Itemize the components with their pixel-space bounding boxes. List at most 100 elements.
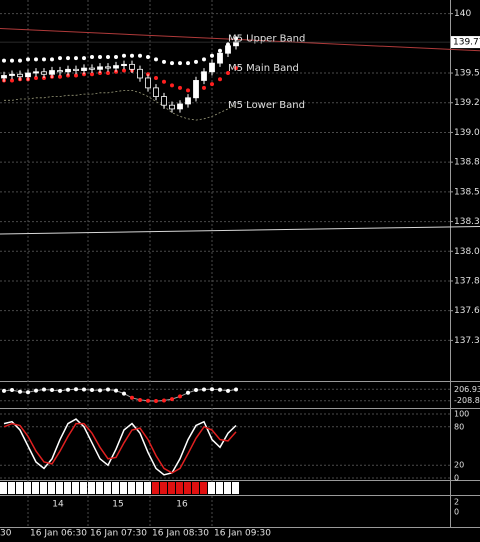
- candle-body: [9, 73, 15, 76]
- band-dot: [82, 56, 86, 61]
- panel-borders: [0, 0, 480, 528]
- indicator-dot: [82, 387, 86, 392]
- signal-cell: [56, 482, 63, 494]
- legend-label: M5 Main Band: [228, 63, 299, 74]
- band-dot: [138, 53, 142, 58]
- candle-body: [153, 87, 159, 97]
- band-dot: [170, 83, 174, 88]
- candle-body: [41, 71, 47, 75]
- signal-cell: [152, 482, 159, 494]
- band-dot: [226, 71, 230, 76]
- signal-cell: [16, 482, 23, 494]
- indicator-dot: [50, 388, 54, 393]
- candle-body: [73, 68, 79, 71]
- x-tick-label: 14: [52, 500, 64, 510]
- signal-cell: [0, 482, 7, 494]
- y-tick-label: 137.84: [454, 276, 480, 286]
- signal-cell: [192, 482, 199, 494]
- signal-cell: [120, 482, 127, 494]
- signal-cell: [88, 482, 95, 494]
- candle-body: [49, 70, 55, 75]
- candle-body: [97, 66, 103, 70]
- signal-cell: [160, 482, 167, 494]
- y-tick-label: 2: [454, 498, 459, 507]
- signal-cell: [168, 482, 175, 494]
- x-tick-label: 16 Jan 07:30: [90, 529, 147, 539]
- indicator-line: [3, 418, 237, 476]
- indicator-dot: [122, 391, 126, 396]
- indicator-dot: [42, 387, 46, 392]
- band-dot: [2, 58, 6, 63]
- x-tick-label: 16 Jan 06:30: [30, 529, 87, 539]
- band-line: [4, 90, 237, 121]
- candle-body: [1, 75, 7, 79]
- indicator-dot: [218, 387, 222, 392]
- band-dot: [130, 53, 134, 58]
- legend-label: M5 Lower Band: [228, 100, 305, 111]
- candle-body: [81, 67, 87, 71]
- signal-cell: [200, 482, 207, 494]
- signal-cell: [64, 482, 71, 494]
- band-dot: [58, 56, 62, 61]
- band-dot: [26, 57, 30, 62]
- indicator-dot: [194, 388, 198, 393]
- signal-cell: [232, 482, 239, 494]
- indicator-dot: [130, 395, 134, 400]
- candle-body: [161, 96, 167, 106]
- indicator-dot: [234, 387, 238, 392]
- candle-body: [137, 68, 143, 79]
- y-tick-label: 0: [454, 474, 459, 483]
- band-dot: [154, 57, 158, 62]
- indicator-dot: [2, 388, 6, 393]
- band-dot: [146, 54, 150, 59]
- candle-body: [57, 70, 63, 73]
- band-dot: [234, 66, 238, 71]
- band-dot: [162, 59, 166, 64]
- x-tick-label: 15: [112, 500, 123, 510]
- band-dot: [34, 75, 38, 80]
- band-dot: [18, 58, 22, 63]
- candle-body: [201, 71, 207, 81]
- indicator-line: [3, 422, 237, 474]
- band-dot: [170, 61, 174, 66]
- band-dot: [58, 74, 62, 79]
- indicator-dot: [98, 388, 102, 393]
- band-dot: [98, 54, 102, 59]
- indicator-dot: [106, 387, 110, 392]
- signal-cell: [104, 482, 111, 494]
- band-dot: [186, 88, 190, 93]
- band-dot: [74, 73, 78, 78]
- y-tick-label: 138.08: [454, 247, 480, 257]
- y-tick-label: 138.32: [454, 217, 480, 227]
- y-tick-label: 80: [454, 422, 464, 431]
- indicator-dot: [26, 390, 30, 395]
- signal-cell: [80, 482, 87, 494]
- candle-body: [145, 77, 151, 89]
- candle-body: [65, 68, 71, 73]
- indicator-dot: [90, 388, 94, 393]
- y-tick-label: 137.36: [454, 336, 480, 346]
- signal-cell: [48, 482, 55, 494]
- band-dot: [202, 57, 206, 62]
- indicator-dot: [162, 398, 166, 403]
- candle-body: [217, 52, 223, 64]
- signal-cell: [208, 482, 215, 494]
- band-dot: [194, 59, 198, 64]
- y-tick-label: 0: [454, 508, 459, 517]
- band-dot: [218, 77, 222, 82]
- band-dot: [162, 79, 166, 84]
- x-tick-label: 30: [0, 529, 12, 539]
- band-dot: [122, 68, 126, 73]
- y-tick-label: 139.04: [454, 128, 480, 138]
- indicator-dot: [186, 390, 190, 395]
- x-tick-label: 16 Jan 09:30: [214, 529, 271, 539]
- y-tick-label: 138.80: [454, 158, 480, 168]
- current-price-label: 139.77: [453, 38, 480, 48]
- signal-cell: [176, 482, 183, 494]
- signal-cell: [184, 482, 191, 494]
- band-dot: [106, 71, 110, 76]
- candle-body: [177, 103, 183, 110]
- band-dot: [74, 56, 78, 61]
- y-tick-label: 20: [454, 461, 464, 470]
